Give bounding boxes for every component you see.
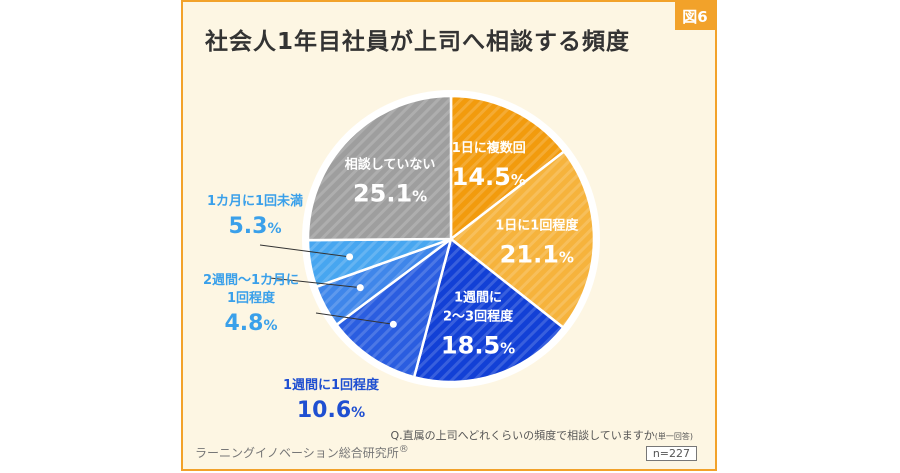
registered-mark: ® — [398, 444, 409, 455]
pie-slice-texture — [316, 239, 451, 325]
source-credit: ラーニングイノベーション総合研究所® — [195, 444, 409, 461]
pie-slice-texture — [308, 239, 451, 287]
slice-label: 1日に1回程度 — [495, 217, 579, 233]
slice-value-label: 18.5% — [441, 331, 515, 359]
source-name: ラーニングイノベーション総合研究所 — [195, 446, 399, 460]
slice-label: 1カ月に1回未満 — [207, 193, 303, 209]
slice-value-label: 4.8% — [224, 311, 277, 336]
slice-label: 2〜3回程度 — [443, 308, 514, 324]
slice-label: 2週間〜1カ月に — [203, 273, 299, 288]
slice-value-label: 5.3% — [228, 214, 281, 239]
leader-line — [315, 312, 394, 325]
sample-size: n=227 — [645, 446, 697, 461]
slice-value-label: 25.1% — [353, 180, 427, 208]
slice-value-label: 21.1% — [500, 240, 574, 268]
slice-label: 1回程度 — [227, 290, 276, 306]
pie-slice-texture — [308, 96, 451, 241]
leader-line — [269, 277, 361, 289]
leader-dot — [346, 253, 354, 261]
leader-line — [259, 244, 350, 258]
leader-dot — [389, 320, 397, 328]
pie-slice-texture — [451, 151, 595, 328]
question-suffix: (単一回答) — [654, 432, 693, 441]
slice-label: 1日に複数回 — [452, 140, 526, 156]
chart-panel: 図6 社会人1年目社員が上司へ相談する頻度 1日に複数回 14.5% 1日に1回程度… — [181, 0, 717, 471]
slice-label: 相談していない — [345, 157, 436, 173]
pie-chart: 1日に複数回 14.5% 1日に1回程度 21.1% 1週間に 2〜3回程度 18.5% 1週… — [203, 90, 600, 423]
chart-title: 社会人1年目社員が上司へ相談する頻度 — [205, 29, 631, 55]
figure-badge: 図6 — [675, 2, 715, 30]
pie-slice-texture — [414, 239, 564, 382]
slice-value-label: 10.6% — [297, 398, 365, 423]
slice-label: 1週間に1回程度 — [283, 377, 380, 393]
slice-value-label: 14.5% — [452, 163, 526, 191]
question-note: Q.直属の上司へどれくらいの頻度で相談していますか(単一回答) — [390, 427, 693, 443]
pie-slice-texture — [336, 239, 451, 378]
slice-label: 1週間に — [454, 290, 502, 305]
pie-slice-texture — [451, 96, 565, 239]
leader-dot — [356, 284, 364, 292]
question-text: Q.直属の上司へどれくらいの頻度で相談していますか — [390, 429, 655, 442]
